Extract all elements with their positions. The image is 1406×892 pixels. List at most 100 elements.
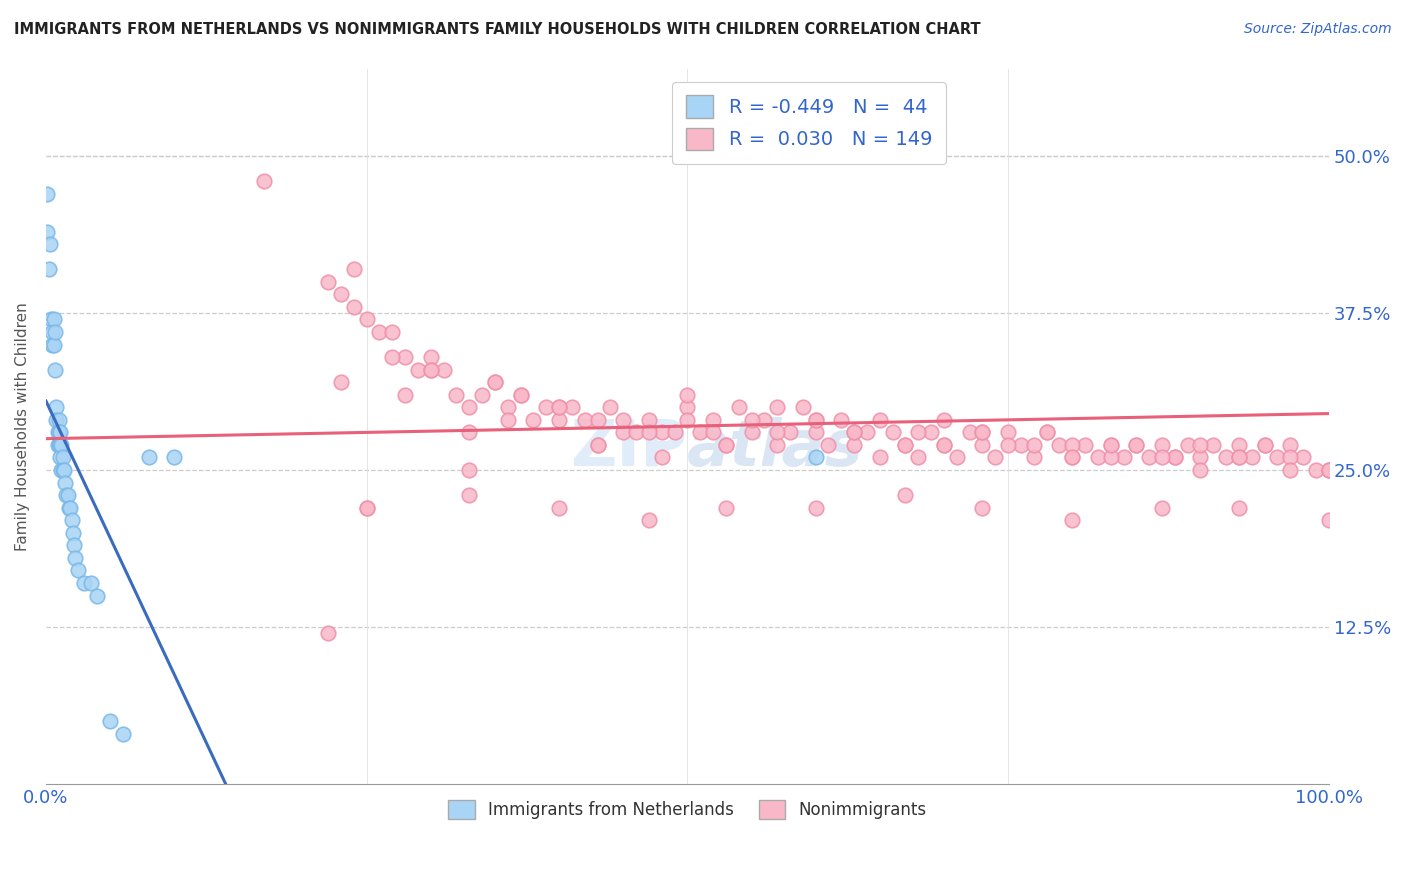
Point — [42, 312, 65, 326]
Point — [638, 513, 661, 527]
Point — [484, 375, 506, 389]
Point — [804, 413, 827, 427]
Point — [548, 401, 571, 415]
Point — [111, 726, 134, 740]
Point — [446, 388, 468, 402]
Point — [1150, 450, 1173, 465]
Text: ZIP: ZIP — [571, 417, 688, 479]
Point — [1099, 450, 1122, 465]
Point — [997, 425, 1019, 440]
Point — [548, 401, 571, 415]
Point — [1125, 438, 1147, 452]
Point — [52, 463, 75, 477]
Point — [689, 425, 711, 440]
Point — [638, 413, 661, 427]
Point — [522, 413, 544, 427]
Point — [817, 438, 839, 452]
Point — [163, 450, 186, 465]
Point — [1305, 463, 1327, 477]
Point — [561, 401, 583, 415]
Point — [714, 438, 737, 452]
Point — [1035, 425, 1057, 440]
Point — [548, 413, 571, 427]
Point — [714, 438, 737, 452]
Point — [419, 350, 441, 364]
Point — [959, 425, 981, 440]
Point — [381, 350, 404, 364]
Point — [1150, 500, 1173, 515]
Point — [343, 262, 366, 277]
Point — [41, 337, 63, 351]
Point — [48, 438, 70, 452]
Point — [484, 375, 506, 389]
Point — [44, 325, 66, 339]
Point — [1267, 450, 1289, 465]
Point — [419, 362, 441, 376]
Point — [1062, 450, 1084, 465]
Point — [907, 425, 929, 440]
Point — [37, 186, 59, 201]
Point — [60, 513, 83, 527]
Point — [1112, 450, 1135, 465]
Point — [1279, 438, 1302, 452]
Point — [45, 401, 67, 415]
Point — [38, 262, 60, 277]
Point — [1074, 438, 1097, 452]
Point — [894, 438, 917, 452]
Point — [1137, 450, 1160, 465]
Point — [714, 500, 737, 515]
Point — [932, 413, 955, 427]
Point — [766, 401, 789, 415]
Point — [624, 425, 647, 440]
Point — [702, 413, 724, 427]
Point — [458, 425, 481, 440]
Point — [52, 450, 75, 465]
Point — [458, 401, 481, 415]
Point — [356, 500, 378, 515]
Point — [1215, 450, 1237, 465]
Point — [98, 714, 121, 728]
Y-axis label: Family Households with Children: Family Households with Children — [15, 301, 30, 550]
Point — [41, 325, 63, 339]
Point — [406, 362, 429, 376]
Point — [741, 413, 763, 427]
Point — [356, 312, 378, 326]
Point — [52, 463, 75, 477]
Point — [394, 388, 416, 402]
Point — [1062, 450, 1084, 465]
Point — [804, 450, 827, 465]
Point — [138, 450, 160, 465]
Point — [984, 450, 1007, 465]
Point — [433, 362, 456, 376]
Point — [972, 425, 994, 440]
Text: Source: ZipAtlas.com: Source: ZipAtlas.com — [1244, 22, 1392, 37]
Point — [59, 500, 82, 515]
Point — [458, 463, 481, 477]
Point — [65, 550, 87, 565]
Point — [1317, 463, 1340, 477]
Point — [1062, 438, 1084, 452]
Point — [343, 300, 366, 314]
Point — [1022, 438, 1045, 452]
Point — [1062, 513, 1084, 527]
Point — [1317, 463, 1340, 477]
Point — [1240, 450, 1263, 465]
Point — [869, 413, 891, 427]
Point — [1150, 438, 1173, 452]
Point — [80, 576, 103, 591]
Point — [330, 287, 353, 301]
Point — [932, 438, 955, 452]
Point — [1253, 438, 1275, 452]
Point — [62, 525, 84, 540]
Point — [842, 425, 865, 440]
Point — [37, 225, 59, 239]
Point — [381, 325, 404, 339]
Point — [651, 425, 673, 440]
Point — [792, 401, 814, 415]
Point — [741, 425, 763, 440]
Point — [330, 375, 353, 389]
Point — [548, 500, 571, 515]
Point — [49, 425, 72, 440]
Point — [48, 425, 70, 440]
Point — [1189, 438, 1212, 452]
